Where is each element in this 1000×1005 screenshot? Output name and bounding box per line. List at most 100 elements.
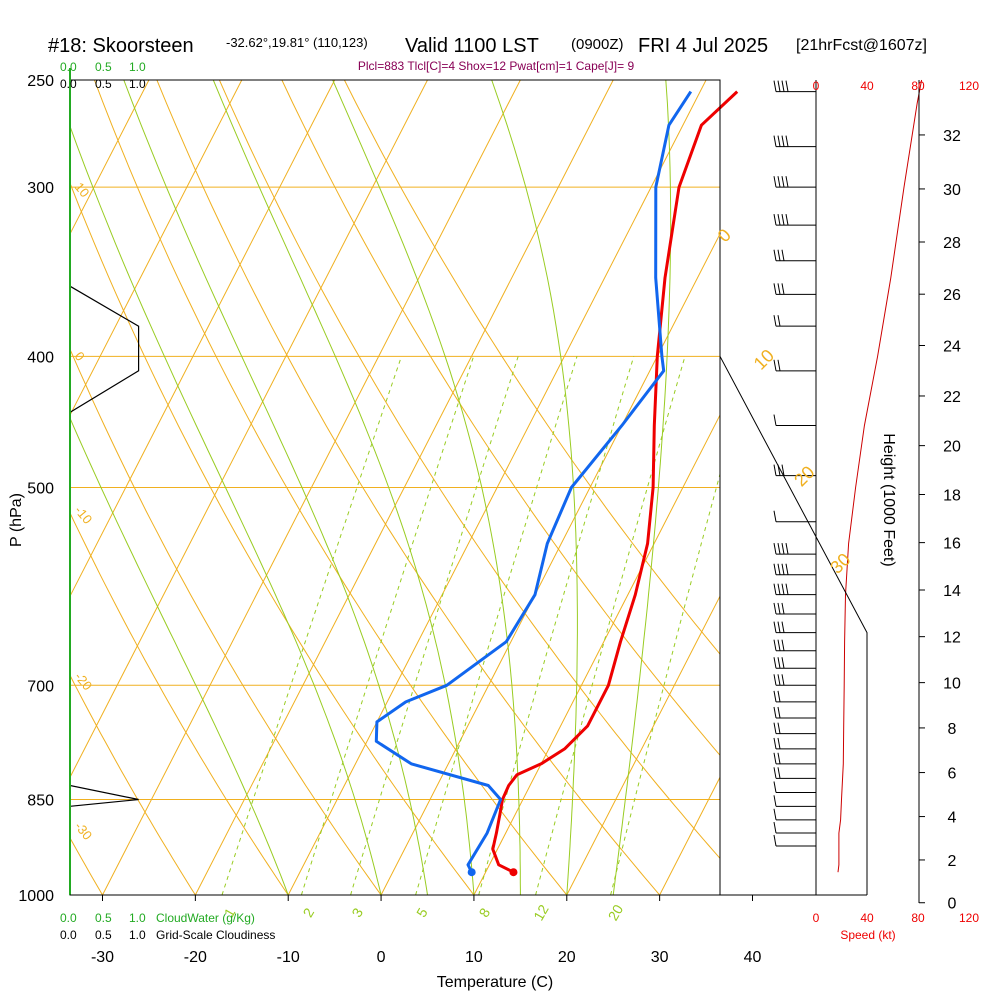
dry-adiabat-line [218, 80, 720, 860]
height-tick-label: 30 [943, 182, 961, 199]
top-cloudwater-tick-1: 0.5 [95, 60, 112, 74]
temperature-tick-label: 40 [744, 949, 762, 966]
temperature-tick-label: -10 [277, 949, 300, 966]
top-cloudiness-tick-0: 0.0 [60, 77, 77, 91]
wind-barb [773, 834, 816, 847]
chart-labels: 1 2 3 5 8 12 20100-10-20-300102030250300400500… [18, 73, 961, 966]
cloudwater-label: CloudWater (g/Kg) [156, 911, 255, 925]
height-tick-label: 20 [943, 439, 961, 456]
wind-barb [773, 135, 816, 148]
mixing-ratio-line [300, 356, 475, 895]
bottom-cloudiness-tick-1: 0.5 [95, 928, 112, 942]
height-tick-label: 18 [943, 488, 961, 505]
isotherm-line [380, 233, 720, 895]
height-tick-label: 16 [943, 536, 961, 553]
temperature-tick-label: 10 [465, 949, 483, 966]
wind-barb [773, 781, 816, 793]
isotherm-line [659, 777, 720, 895]
y-axis-title: P (hPa) [8, 493, 25, 547]
moist-adiabat-line [332, 80, 521, 895]
x-axis-title: Temperature (C) [437, 974, 553, 991]
wind-barb [773, 752, 816, 765]
wind-barb [773, 767, 816, 779]
wind-barb [773, 722, 816, 735]
bottom-cloudwater-tick-2: 1.0 [129, 911, 146, 925]
wind-speed-profile-line [837, 79, 923, 873]
pressure-tick-label: 300 [27, 180, 54, 197]
wind-barb [773, 359, 816, 372]
wind-barb [773, 737, 816, 750]
wind-barb [773, 674, 816, 686]
mixing-ratio-label: 12 [530, 902, 552, 924]
isotherm-line [473, 414, 720, 895]
mixing-ratio-line [535, 356, 686, 895]
wind-barb [773, 249, 816, 262]
height-tick-label: 6 [948, 766, 957, 783]
mixing-ratio-label: 20 [605, 902, 627, 924]
moist-adiabat-line [491, 80, 578, 895]
profile-lines [69, 79, 923, 877]
wind-barb [773, 283, 816, 295]
isotherm-line [566, 595, 720, 895]
wind-barb [773, 543, 816, 555]
chart-frame [69, 68, 925, 904]
dry-adiabat-label: 10 [750, 345, 778, 373]
dry-adiabat-label: 0 [714, 225, 735, 246]
moist-adiabat-line [70, 124, 382, 895]
temperature-tick-label: 0 [377, 949, 386, 966]
dry-adiabat-label: 20 [790, 462, 818, 490]
moist-adiabat-line [612, 80, 672, 895]
pressure-tick-label: 250 [27, 73, 54, 90]
pressure-tick-label: 400 [27, 349, 54, 366]
height-tick-label: 12 [943, 630, 961, 647]
dry-adiabat-line [156, 80, 660, 895]
top-speed-tick-3: 120 [959, 79, 979, 93]
height-tick-label: 14 [943, 583, 961, 600]
wind-barb [773, 621, 816, 634]
dry-adiabat-line [70, 181, 475, 895]
isotherm-line [70, 80, 336, 597]
wind-barb [773, 639, 816, 652]
pressure-tick-label: 850 [27, 792, 54, 809]
bottom-cloudwater-tick-0: 0.0 [60, 911, 77, 925]
bottom-speed-tick-3: 120 [959, 911, 979, 925]
clipped-background [0, 56, 720, 895]
wind-barb [773, 690, 816, 703]
wind-barb [773, 602, 816, 615]
dry-adiabat-line [93, 80, 568, 895]
dry-adiabat-line [70, 347, 382, 895]
wind-barb [773, 563, 816, 576]
bottom-speed-tick-1: 40 [860, 911, 874, 925]
bottom-speed-tick-2: 80 [911, 911, 925, 925]
top-cloudiness-tick-1: 0.5 [95, 77, 112, 91]
moist-adiabat-line [212, 80, 475, 895]
top-speed-tick-1: 40 [860, 79, 874, 93]
wind-barb [773, 80, 816, 93]
mixing-ratio-label: 2 [299, 905, 317, 920]
dry-adiabat-line [70, 511, 289, 895]
moist-adiabat-line [123, 80, 428, 895]
speed-axis-label: Speed (kt) [840, 928, 895, 942]
moist-adiabat-line [70, 416, 289, 895]
height-tick-label: 24 [943, 339, 961, 356]
top-cloudwater-tick-0: 0.0 [60, 60, 77, 74]
dewpoint-surface-point [467, 868, 476, 877]
valid-time: Valid 1100 LST [405, 35, 539, 57]
dry-adiabat-line [281, 80, 720, 756]
dry-adiabat-line [0, 56, 10, 895]
pressure-tick-label: 700 [27, 678, 54, 695]
forecast-info: [21hrFcst@1607z] [796, 37, 927, 54]
wind-barb [773, 795, 816, 807]
wind-barb [773, 176, 816, 188]
temperature-tick-label: -20 [184, 949, 207, 966]
station-title: #18: Skoorsteen [48, 35, 194, 57]
height-tick-label: 8 [948, 721, 957, 738]
cloudiness-label: Grid-Scale Cloudiness [156, 928, 275, 942]
isotherm-label: -20 [72, 669, 96, 693]
valid-date: FRI 4 Jul 2025 [638, 35, 768, 57]
top-cloudwater-tick-2: 1.0 [129, 60, 146, 74]
wind-barb [773, 414, 816, 427]
bottom-cloudiness-tick-0: 0.0 [60, 928, 77, 942]
wind-barb [773, 706, 816, 719]
